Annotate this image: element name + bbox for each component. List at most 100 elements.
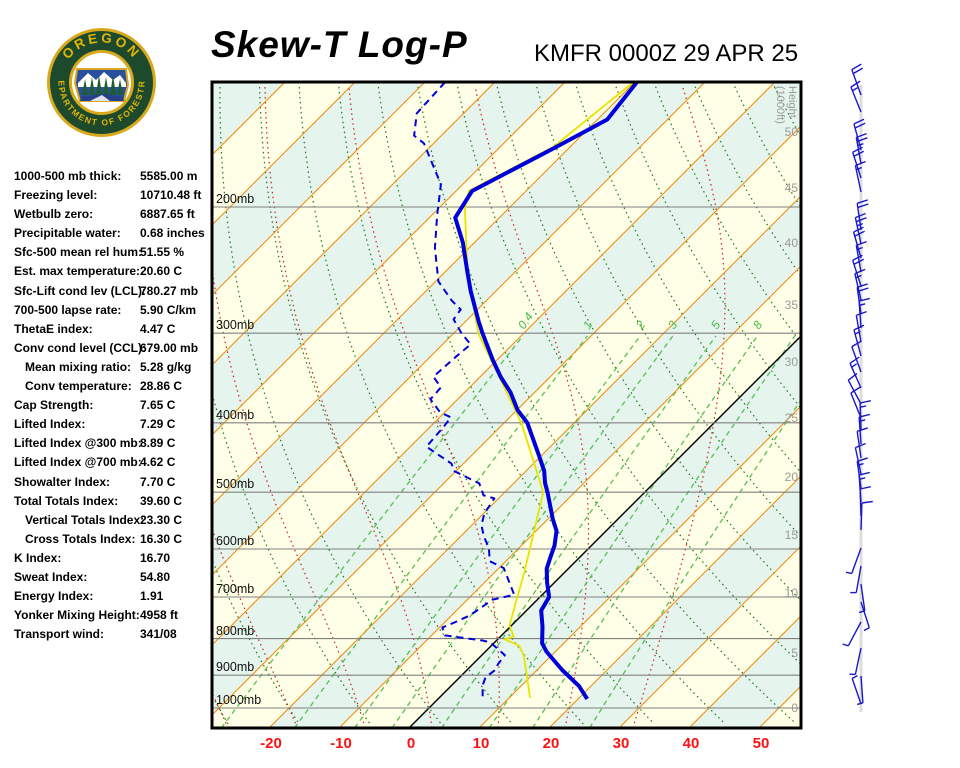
mixing-ratio-line (488, 335, 758, 728)
index-value: 341/08 (140, 627, 177, 642)
pressure-label: 900mb (216, 660, 254, 674)
index-label: Energy Index: (14, 589, 94, 604)
wind-barb (855, 240, 867, 273)
index-value: 780.27 mb (140, 283, 199, 298)
index-row: Transport wind: 341/08 (14, 627, 214, 646)
index-label: Cross Totals Index: (25, 531, 136, 546)
height-tick-label: 5 (791, 646, 798, 660)
height-tick-label: 0 (791, 701, 798, 715)
height-axis-title: Height(1000ft) (774, 86, 798, 124)
temp-tick-label: -10 (330, 735, 352, 752)
temp-tick-label: 20 (543, 735, 560, 752)
index-value: 0.68 inches (140, 226, 205, 241)
dry-adiabat (212, 558, 300, 725)
index-value: 20.60 C (140, 264, 183, 279)
odf-logo: OREGON DEPARTMENT OF FORESTRY (40, 17, 159, 145)
height-tick-label: 30 (785, 355, 799, 369)
wind-barb (845, 547, 862, 575)
index-row: Est. max temperature: 20.60 C (14, 264, 214, 283)
index-row: Vertical Totals Index: 23.30 C (14, 513, 214, 532)
index-row: Total Totals Index: 39.60 C (14, 494, 214, 513)
isotherm-line (688, 615, 801, 728)
index-row: Sfc-Lift cond lev (LCL): 780.27 mb (14, 284, 214, 303)
wind-barb (859, 486, 871, 517)
mixing-ratio-line (532, 335, 796, 728)
odf-logo-svg: OREGON DEPARTMENT OF FORESTRY (40, 17, 156, 137)
index-row: Energy Index: 1.91 (14, 589, 214, 608)
index-row: Lifted Index: 7.29 C (14, 417, 214, 436)
isotherm-line (338, 265, 801, 728)
index-label: Yonker Mixing Height: (14, 608, 140, 623)
index-label: ThetaE index: (14, 321, 93, 336)
index-value: 51.55 % (140, 245, 185, 260)
index-row: Cross Totals Index: 16.30 C (14, 532, 214, 551)
index-label: Wetbulb zero: (14, 207, 94, 222)
index-row: Sfc-500 mean rel hum: 51.55 % (14, 245, 214, 264)
pressure-label: 800mb (216, 624, 254, 638)
wind-barb (849, 647, 862, 676)
index-value: 8.89 C (140, 436, 176, 451)
wind-barb (856, 427, 868, 459)
wind-barb (842, 621, 862, 647)
wind-barbs-svg (842, 63, 873, 712)
index-label: Lifted Index: (14, 417, 86, 432)
mixing-ratio-line (293, 335, 588, 728)
dry-adiabat (298, 82, 584, 725)
wind-barb (851, 63, 864, 96)
temp-tick-label: 40 (683, 735, 700, 752)
dry-adiabat (219, 82, 442, 725)
height-tick-label: 50 (785, 125, 799, 139)
index-row: Wetbulb zero: 6887.65 ft (14, 207, 214, 226)
height-tick-label: 15 (785, 528, 799, 542)
plot-area (212, 82, 801, 728)
indices-panel: 1000-500 mb thick: 5585.00 m Freezing leve… (14, 169, 214, 646)
dry-adiabat (613, 82, 801, 410)
wetbulb-profile (463, 82, 634, 699)
index-label: Vertical Totals Index: (25, 512, 145, 527)
wind-barb (855, 310, 867, 343)
index-label: Transport wind: (14, 627, 104, 642)
dry-adiabat (732, 82, 801, 209)
wind-barb (856, 675, 864, 706)
index-label: 1000-500 mb thick: (14, 169, 122, 183)
wind-barb (854, 212, 867, 245)
index-label: Sweat Index: (14, 569, 88, 584)
isotherm-line (212, 82, 356, 226)
index-label: Lifted Index @700 mb: (14, 455, 142, 470)
index-row: Showalter Index: 7.70 C (14, 475, 214, 494)
index-value: 16.30 C (140, 531, 183, 546)
pressure-label: 500mb (216, 477, 254, 491)
index-label: Cap Strength: (14, 398, 94, 413)
wind-barb (851, 674, 862, 705)
index-row: Lifted Index @300 mb: 8.89 C (14, 436, 214, 455)
isotherm-band (212, 82, 801, 715)
index-value: 5.28 g/kg (140, 359, 192, 374)
height-tick-label: 10 (785, 586, 799, 600)
index-row: Conv temperature: 28.86 C (14, 379, 214, 398)
wind-barb (860, 601, 870, 632)
isotherm-line (212, 82, 426, 296)
index-label: 700-500 lapse rate: (14, 302, 122, 317)
index-value: 4.62 C (140, 455, 176, 470)
pressure-label: 600mb (216, 534, 254, 548)
index-row: Yonker Mixing Height: 4958 ft (14, 608, 214, 627)
isotherm-line (268, 195, 801, 728)
index-label: Freezing level: (14, 188, 98, 203)
index-value: 4958 ft (140, 608, 179, 623)
index-value: 16.70 (140, 550, 171, 565)
index-value: 28.86 C (140, 379, 183, 394)
isotherm-line (618, 545, 801, 728)
isotherm-line (212, 82, 636, 506)
index-value: 1.91 (140, 589, 164, 604)
temp-tick-label: 10 (473, 735, 490, 752)
zero-isotherm-line (408, 335, 801, 728)
temp-tick-label: 30 (613, 735, 630, 752)
wind-barb (847, 372, 862, 405)
isotherm-line (212, 125, 801, 716)
wind-barb (850, 565, 862, 594)
index-label: Precipitable water: (14, 226, 121, 241)
index-label: Lifted Index @300 mb: (14, 436, 142, 451)
temp-tick-label: 0 (407, 735, 415, 752)
wind-barb-column (818, 0, 960, 768)
page-title: Skew-T Log-P (211, 24, 468, 65)
